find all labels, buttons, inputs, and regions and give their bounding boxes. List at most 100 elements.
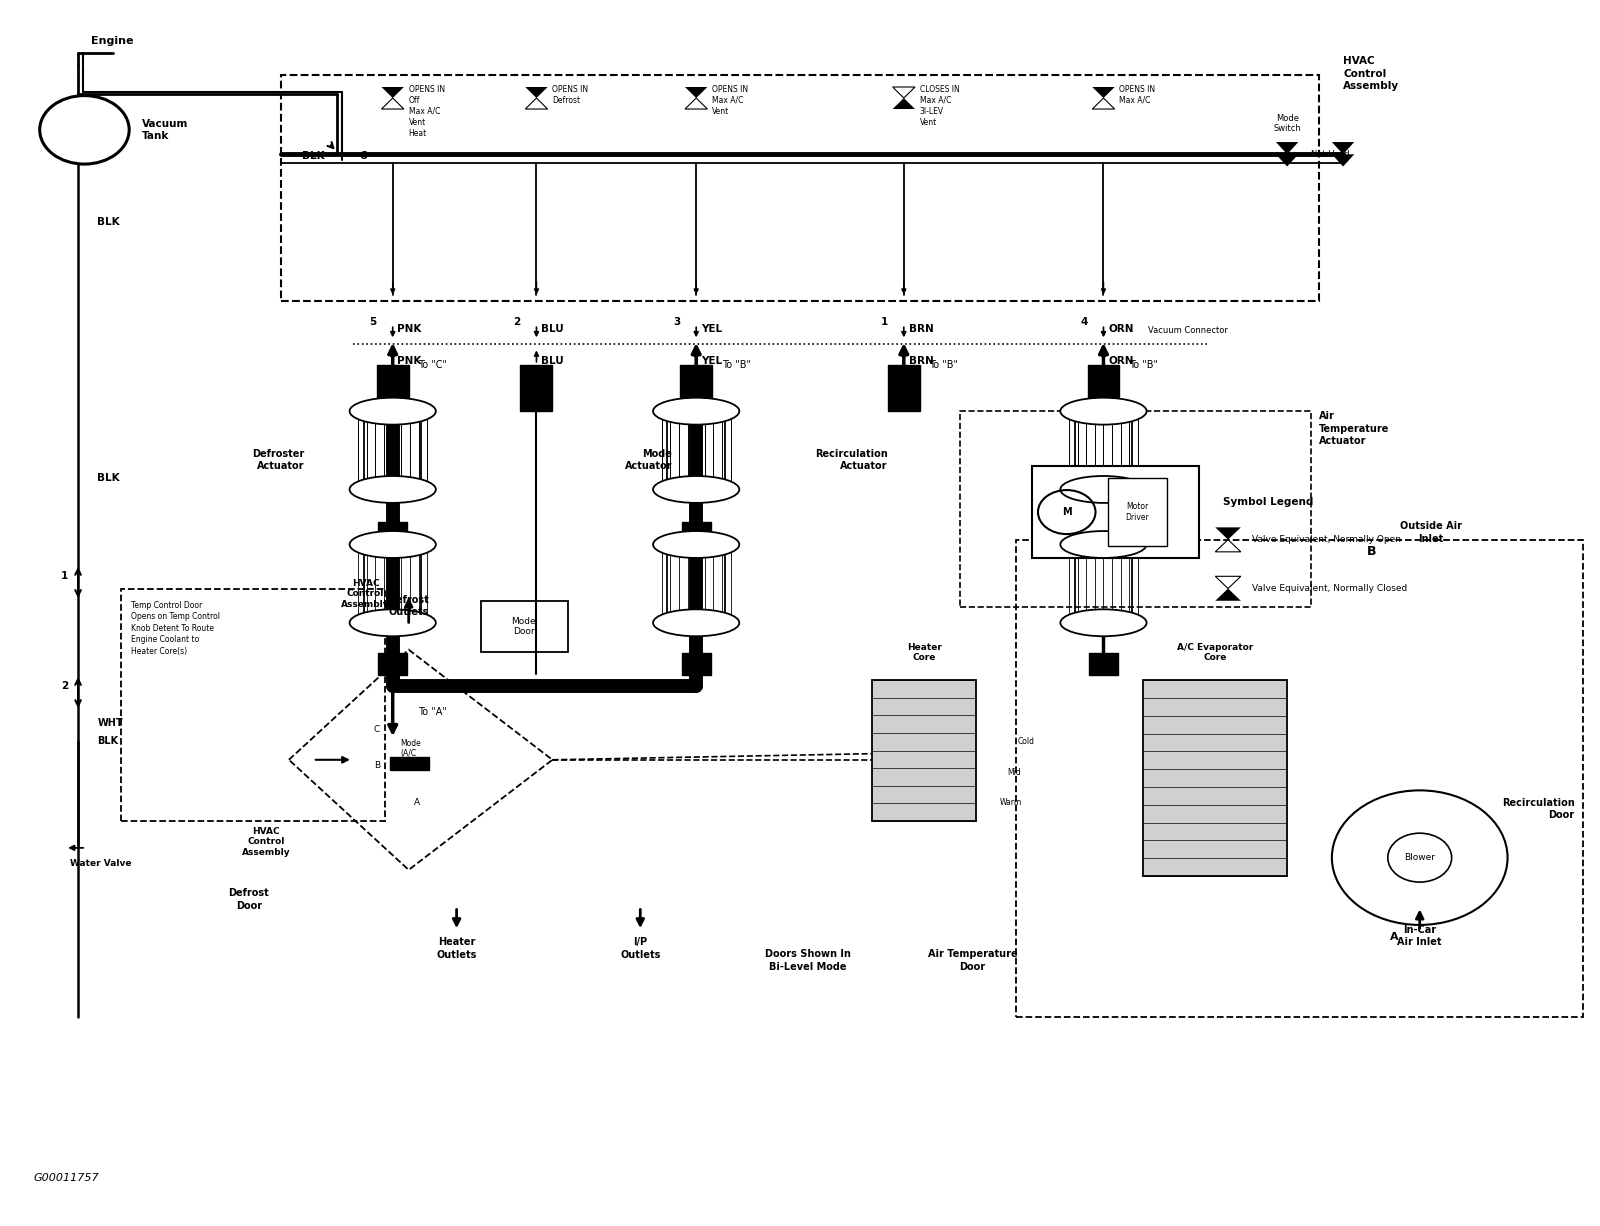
Polygon shape xyxy=(1216,539,1242,552)
Ellipse shape xyxy=(653,397,739,424)
Text: Defrost
Door: Defrost Door xyxy=(229,888,269,911)
Text: Doors Shown In
Bi-Level Mode: Doors Shown In Bi-Level Mode xyxy=(765,949,851,972)
Text: M: M xyxy=(1062,508,1072,517)
Ellipse shape xyxy=(349,476,435,503)
Text: Outside Air
Inlet: Outside Air Inlet xyxy=(1400,521,1462,543)
Text: WHT: WHT xyxy=(98,718,123,728)
Text: PNK: PNK xyxy=(397,356,422,367)
Text: Temp Control Door
Opens on Temp Control
Knob Detent To Route
Engine Coolant to
H: Temp Control Door Opens on Temp Control … xyxy=(131,601,219,656)
Polygon shape xyxy=(1216,576,1242,588)
Bar xyxy=(480,601,568,652)
Text: Motor
Driver: Motor Driver xyxy=(1126,503,1149,522)
Bar xyxy=(680,364,712,411)
Text: Defrost
Outlets: Defrost Outlets xyxy=(389,595,429,617)
Text: Not Used: Not Used xyxy=(1310,150,1350,159)
Text: A: A xyxy=(1390,932,1398,942)
Text: Mid: Mid xyxy=(1008,767,1021,776)
Bar xyxy=(1090,653,1118,676)
Text: Valve Equivalent, Normally Open: Valve Equivalent, Normally Open xyxy=(1253,535,1402,544)
Text: To "B": To "B" xyxy=(1130,359,1158,370)
Text: In-Car
Air Inlet: In-Car Air Inlet xyxy=(1397,924,1442,946)
Ellipse shape xyxy=(1061,531,1147,558)
Polygon shape xyxy=(1216,588,1242,601)
Bar xyxy=(872,680,976,821)
Bar xyxy=(960,411,1310,607)
Bar xyxy=(378,389,406,411)
Text: G00011757: G00011757 xyxy=(34,1173,99,1183)
Text: To "B": To "B" xyxy=(930,359,958,370)
Ellipse shape xyxy=(653,476,739,503)
Text: Blower: Blower xyxy=(1405,853,1435,862)
Bar xyxy=(682,522,710,544)
Bar xyxy=(378,522,406,544)
Bar xyxy=(1109,478,1166,546)
Text: B: B xyxy=(1366,546,1376,558)
Text: To "C": To "C" xyxy=(418,359,448,370)
Text: Valve Equivalent, Normally Closed: Valve Equivalent, Normally Closed xyxy=(1253,584,1408,593)
Text: OPENS IN
Max A/C
Vent: OPENS IN Max A/C Vent xyxy=(712,85,749,115)
Bar xyxy=(682,653,710,676)
Polygon shape xyxy=(525,98,547,109)
Text: BRN: BRN xyxy=(909,324,933,335)
Text: YEL: YEL xyxy=(701,356,722,367)
Text: 1: 1 xyxy=(61,571,69,581)
Text: Heater
Outlets: Heater Outlets xyxy=(437,937,477,960)
Text: Recirculation
Door: Recirculation Door xyxy=(1502,798,1574,820)
Text: 6: 6 xyxy=(358,151,366,161)
Polygon shape xyxy=(381,87,403,98)
Polygon shape xyxy=(685,98,707,109)
Ellipse shape xyxy=(349,397,435,424)
Text: ORN: ORN xyxy=(1109,324,1134,335)
Text: Cold: Cold xyxy=(1018,737,1034,745)
Text: 2: 2 xyxy=(61,682,69,691)
Polygon shape xyxy=(1093,98,1115,109)
Text: 3: 3 xyxy=(674,316,680,327)
Ellipse shape xyxy=(1061,609,1147,636)
Text: PNK: PNK xyxy=(397,324,422,335)
Text: BLK: BLK xyxy=(302,151,325,161)
Bar xyxy=(282,75,1318,302)
Bar xyxy=(1088,364,1120,411)
Text: Symbol Legend: Symbol Legend xyxy=(1224,497,1314,506)
Text: HVAC
Control
Assembly: HVAC Control Assembly xyxy=(242,828,291,857)
Ellipse shape xyxy=(653,609,739,636)
Ellipse shape xyxy=(349,609,435,636)
Bar xyxy=(520,364,552,411)
Bar xyxy=(376,364,408,411)
Ellipse shape xyxy=(349,531,435,558)
Text: Mode
Switch: Mode Switch xyxy=(1274,114,1301,134)
Text: HVAC
Control
Assembly: HVAC Control Assembly xyxy=(1342,56,1398,91)
Text: Vacuum Connector: Vacuum Connector xyxy=(1149,326,1229,336)
Text: B: B xyxy=(374,761,379,770)
Text: 1: 1 xyxy=(880,316,888,327)
Bar xyxy=(122,588,384,821)
Text: OPENS IN
Defrost: OPENS IN Defrost xyxy=(552,85,589,104)
Text: OPENS IN
Max A/C: OPENS IN Max A/C xyxy=(1120,85,1155,104)
Text: BLK: BLK xyxy=(98,473,120,483)
Text: A/C Evaporator
Core: A/C Evaporator Core xyxy=(1178,642,1253,662)
Text: I/P
Outlets: I/P Outlets xyxy=(621,937,661,960)
Bar xyxy=(1016,539,1582,1016)
Polygon shape xyxy=(525,87,547,98)
Text: 2: 2 xyxy=(514,316,520,327)
Text: Vacuum
Tank: Vacuum Tank xyxy=(142,119,189,141)
Polygon shape xyxy=(893,87,915,98)
Text: Air Temperature
Door: Air Temperature Door xyxy=(928,949,1018,972)
Text: BLU: BLU xyxy=(541,324,563,335)
Bar xyxy=(1090,522,1118,544)
Text: Mode
Actuator: Mode Actuator xyxy=(624,449,672,471)
Polygon shape xyxy=(893,98,915,109)
Text: 5: 5 xyxy=(370,316,376,327)
Ellipse shape xyxy=(653,531,739,558)
Polygon shape xyxy=(381,98,403,109)
Bar xyxy=(389,758,429,770)
Text: YEL: YEL xyxy=(701,324,722,335)
Bar xyxy=(1144,680,1286,877)
Bar xyxy=(888,364,920,411)
Text: Water Valve: Water Valve xyxy=(70,859,131,868)
Text: OPENS IN
Off
Max A/C
Vent
Heat: OPENS IN Off Max A/C Vent Heat xyxy=(408,85,445,139)
Text: ORN: ORN xyxy=(1109,356,1134,367)
Bar xyxy=(1032,466,1200,558)
Polygon shape xyxy=(1275,154,1298,167)
Bar xyxy=(1090,389,1118,411)
